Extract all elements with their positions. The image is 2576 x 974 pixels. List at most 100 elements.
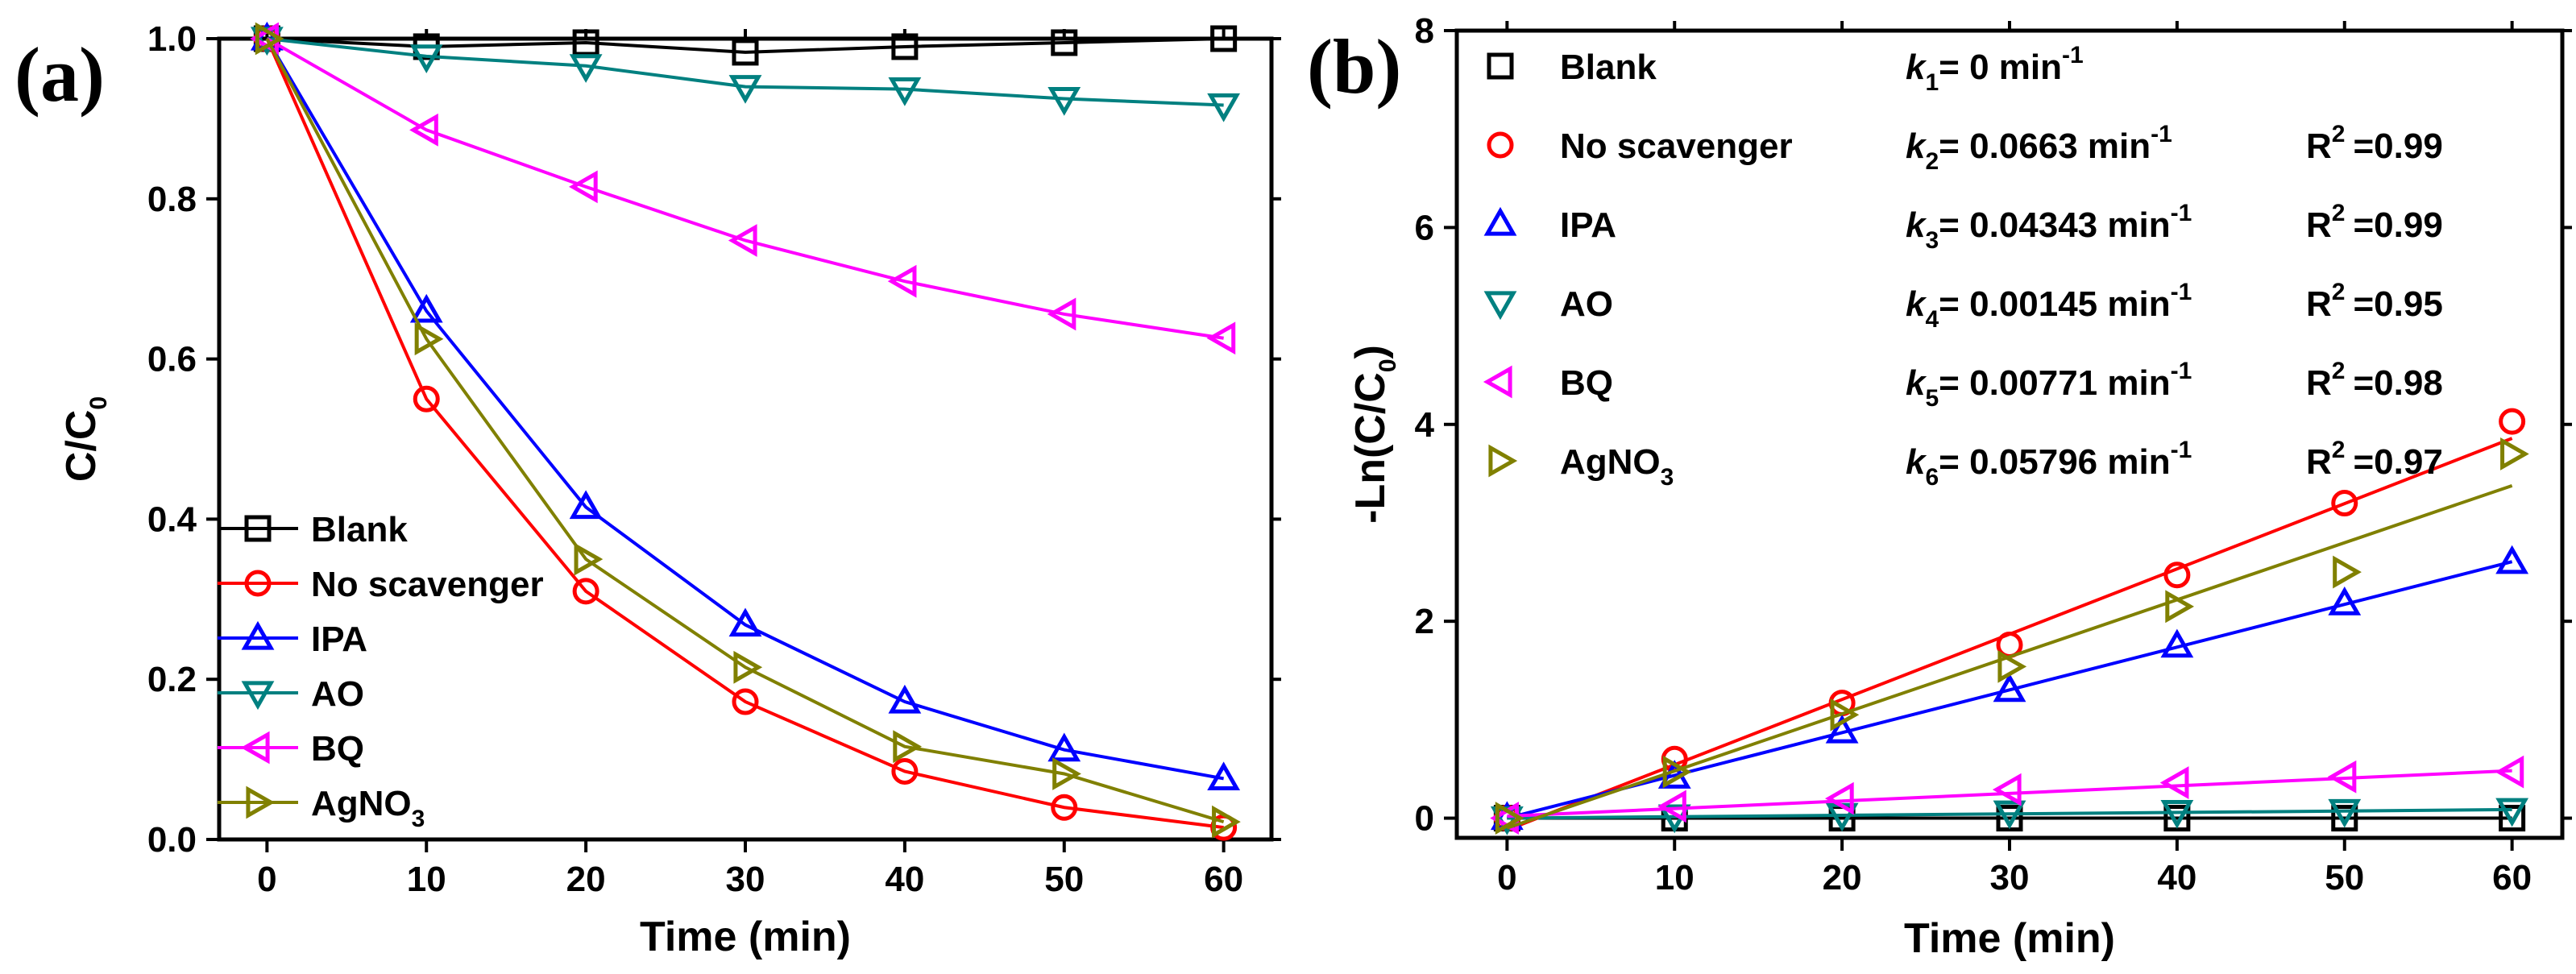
b-k-value: = 0.05796 min bbox=[1939, 442, 2170, 482]
a-data-point bbox=[891, 33, 919, 60]
a-data-point bbox=[1051, 29, 1078, 56]
b-y-axis-title-close: ) bbox=[1347, 345, 1394, 359]
a-legend-marker bbox=[241, 681, 275, 711]
a-data-point bbox=[569, 490, 603, 520]
b-r-symbol: R bbox=[2306, 205, 2332, 245]
b-k-value: = 0.04343 min bbox=[1939, 205, 2170, 245]
a-data-point bbox=[409, 293, 443, 323]
b-data-point bbox=[2327, 760, 2357, 794]
a-series-line bbox=[266, 37, 1224, 340]
a-y-tick-label: 0.0 bbox=[147, 820, 197, 860]
a-series-bq bbox=[250, 22, 1236, 355]
b-k-value: = 0 min bbox=[1939, 48, 2062, 87]
a-legend-label: AgNO3 bbox=[311, 784, 425, 832]
a-x-tick-label: 40 bbox=[885, 860, 924, 899]
b-data-point bbox=[2328, 586, 2362, 615]
a-data-point bbox=[888, 684, 922, 714]
b-r-value: =0.97 bbox=[2353, 442, 2442, 482]
b-rate-constant: k2= 0.0663 min-1 bbox=[1906, 121, 2172, 175]
a-data-point bbox=[255, 22, 284, 56]
a-plot-frame bbox=[217, 36, 1274, 842]
b-legend-label: AO bbox=[1560, 284, 1613, 324]
b-y-tick-label: 8 bbox=[1415, 11, 1434, 51]
b-y-tick-label: 6 bbox=[1415, 208, 1434, 247]
b-series-ipa bbox=[1490, 545, 2529, 831]
b-rate-constant: k6= 0.05796 min-1 bbox=[1906, 437, 2192, 491]
b-k-value: = 0.00145 min bbox=[1939, 284, 2170, 324]
b-data-point bbox=[2495, 798, 2529, 827]
a-series-ao bbox=[250, 27, 1241, 122]
b-x-tick-label: 60 bbox=[2492, 858, 2532, 897]
b-y-axis-title-main: -Ln(C/C bbox=[1347, 372, 1394, 524]
a-series-line bbox=[265, 38, 1224, 830]
b-data-point bbox=[1825, 714, 1859, 744]
b-r-exp: 2 bbox=[2332, 437, 2346, 463]
b-data-point bbox=[2163, 562, 2191, 589]
b-x-axis-title: Time (min) bbox=[1904, 915, 2115, 962]
a-panel-label: (a) bbox=[15, 31, 105, 118]
a-data-point bbox=[893, 730, 923, 764]
panel-a-degradation-chart: 0 10 20 30 40 50 600.00.20.40.60.81.0(a)Time (… bbox=[15, 19, 1281, 960]
b-r-exp: 2 bbox=[2332, 200, 2346, 226]
b-r-exp: 2 bbox=[2332, 358, 2346, 384]
a-x-tick-label: 20 bbox=[566, 860, 606, 899]
b-legend-marker bbox=[1488, 444, 1518, 478]
b-legend-label: BQ bbox=[1560, 363, 1613, 403]
b-data-point bbox=[2495, 755, 2524, 789]
b-k-symbol: k bbox=[1906, 284, 1927, 324]
b-data-point bbox=[2163, 805, 2191, 832]
b-r-symbol: R bbox=[2306, 363, 2332, 403]
b-r-value: =0.99 bbox=[2353, 205, 2442, 245]
b-legend-marker bbox=[1487, 52, 1514, 80]
b-r-value: =0.95 bbox=[2353, 284, 2442, 324]
b-data-point bbox=[1830, 698, 1860, 732]
b-legend-label: No scavenger bbox=[1560, 126, 1793, 166]
b-legend-label: Blank bbox=[1560, 48, 1657, 87]
a-series-line bbox=[265, 37, 1224, 781]
a-data-point bbox=[568, 170, 598, 204]
a-data-point bbox=[413, 385, 440, 412]
b-data-point bbox=[1824, 781, 1854, 815]
a-x-tick-label: 0 bbox=[257, 860, 276, 899]
b-r-exp: 2 bbox=[2332, 121, 2346, 147]
a-legend-marker bbox=[244, 515, 272, 542]
b-data-point bbox=[1993, 800, 2026, 830]
b-data-point bbox=[2331, 490, 2358, 517]
b-x-tick-label: 20 bbox=[1823, 858, 1862, 897]
a-series-line bbox=[267, 37, 1224, 107]
b-r-squared: R2 =0.99 bbox=[2306, 200, 2443, 245]
b-legend-label-main: No scavenger bbox=[1560, 126, 1793, 166]
a-legend: Blank No scavenger IPA AO BQ AgNO3 bbox=[218, 510, 544, 832]
a-legend-marker bbox=[246, 785, 276, 819]
a-data-point bbox=[414, 322, 444, 356]
b-data-point bbox=[2159, 766, 2189, 799]
b-legend-label: IPA bbox=[1560, 205, 1616, 245]
a-series-no-scavenger bbox=[253, 25, 1238, 841]
a-data-point bbox=[1051, 794, 1078, 821]
b-k-symbol: k bbox=[1906, 442, 1927, 482]
b-data-point bbox=[2499, 805, 2526, 832]
a-data-point bbox=[1212, 805, 1241, 839]
a-legend-marker bbox=[241, 620, 275, 650]
a-legend-label-main: Blank bbox=[311, 510, 408, 549]
b-k-sub: 3 bbox=[1925, 227, 1939, 254]
a-data-point bbox=[732, 39, 759, 66]
b-x-tick-label: 10 bbox=[1655, 858, 1695, 897]
b-k-sub: 2 bbox=[1925, 148, 1939, 175]
b-legend-marker bbox=[1487, 131, 1514, 159]
a-data-point bbox=[409, 44, 443, 74]
b-r-squared: R2 =0.98 bbox=[2306, 358, 2443, 403]
b-k-exp: -1 bbox=[2171, 437, 2192, 463]
a-legend-label-main: IPA bbox=[311, 620, 367, 659]
b-k-sub: 6 bbox=[1925, 464, 1939, 491]
b-data-point bbox=[2499, 408, 2526, 435]
b-k-exp: -1 bbox=[2171, 358, 2192, 384]
b-legend-label-main: AgNO bbox=[1560, 442, 1661, 482]
a-y-tick-label: 0.4 bbox=[147, 499, 197, 539]
b-r-value: =0.99 bbox=[2353, 126, 2442, 166]
b-series-agno bbox=[1495, 437, 2529, 835]
a-legend-label-main: BQ bbox=[311, 729, 364, 769]
a-legend-label-main: AO bbox=[311, 674, 364, 714]
b-rate-constant: k4= 0.00145 min-1 bbox=[1906, 279, 2192, 333]
